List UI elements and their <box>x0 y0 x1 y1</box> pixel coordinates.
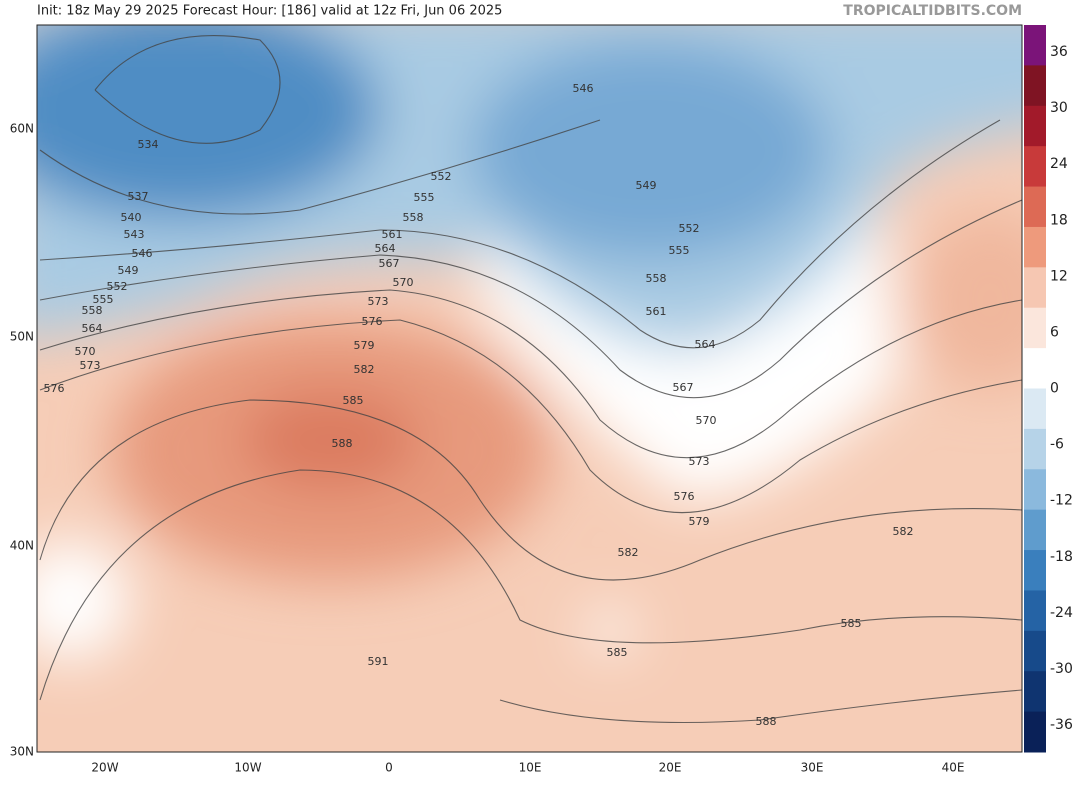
contour-label: 576 <box>674 490 695 503</box>
colorbar-segment <box>1024 630 1046 672</box>
contour-label: 588 <box>756 715 777 728</box>
contour-label: 552 <box>431 170 452 183</box>
contour-label: 585 <box>841 617 862 630</box>
contour-label: 555 <box>414 191 435 204</box>
lat-label: 30N <box>10 745 34 759</box>
contour-label: 579 <box>689 515 710 528</box>
colorbar-label: -18 <box>1050 549 1073 565</box>
contour-label: 582 <box>893 525 914 538</box>
contour-label: 564 <box>695 338 716 351</box>
contour-label: 579 <box>354 339 375 352</box>
colorbar-segment <box>1024 590 1046 632</box>
contour-label: 546 <box>573 82 594 95</box>
lat-label: 40N <box>10 539 34 553</box>
contour-label: 552 <box>107 280 128 293</box>
colorbar-segment <box>1024 348 1046 389</box>
colorbar-segment <box>1024 307 1046 349</box>
contour-label: 558 <box>403 211 424 224</box>
colorbar-label: -36 <box>1050 717 1073 733</box>
contour-label: 591 <box>368 655 389 668</box>
colorbar-segment <box>1024 186 1046 228</box>
colorbar-label: -6 <box>1050 437 1064 453</box>
colorbar-label: 18 <box>1050 212 1068 228</box>
colorbar-segment <box>1024 671 1046 713</box>
header-info: Init: 18z May 29 2025 Forecast Hour: [18… <box>37 4 502 19</box>
contour-label: 588 <box>332 437 353 450</box>
contour-label: 549 <box>118 264 139 277</box>
colorbar-segment <box>1024 65 1046 107</box>
colorbar-segment <box>1024 711 1046 753</box>
colorbar-label: -24 <box>1050 605 1073 621</box>
colorbar-segment <box>1024 550 1046 591</box>
colorbar-segment <box>1024 428 1046 470</box>
contour-label: 573 <box>689 455 710 468</box>
contour-label: 537 <box>128 190 149 203</box>
contour-label: 570 <box>393 276 414 289</box>
contour-label: 558 <box>82 304 103 317</box>
contour-label: 582 <box>618 546 639 559</box>
colorbar-label: 0 <box>1050 381 1059 397</box>
map-frame <box>36 24 1023 753</box>
colorbar-segment <box>1024 469 1046 511</box>
contour-label: 555 <box>93 293 114 306</box>
contour-label: 567 <box>673 381 694 394</box>
contour-label: 558 <box>646 272 667 285</box>
colorbar-segment <box>1024 226 1046 268</box>
lon-label: 10E <box>519 761 542 775</box>
colorbar-segment <box>1024 267 1046 309</box>
contour-label: 534 <box>138 138 159 151</box>
contour-label: 564 <box>82 322 103 335</box>
colorbar-label: 12 <box>1050 268 1068 284</box>
lat-label: 50N <box>10 330 34 344</box>
colorbar-segment <box>1024 105 1046 147</box>
contour-label: 576 <box>44 382 65 395</box>
contour-label: 576 <box>362 315 383 328</box>
lon-label: 30E <box>801 761 824 775</box>
colorbar-label: -30 <box>1050 661 1073 677</box>
contour-label: 573 <box>80 359 101 372</box>
contour-label: 549 <box>636 179 657 192</box>
contour-label: 585 <box>607 646 628 659</box>
colorbar-label: 30 <box>1050 100 1068 116</box>
colorbar-label: 24 <box>1050 156 1068 172</box>
colorbar-segment <box>1024 388 1046 430</box>
lon-label: 20W <box>91 761 118 775</box>
contour-label: 561 <box>382 228 403 241</box>
colorbar-segment <box>1024 146 1046 188</box>
contour-label: 570 <box>696 414 717 427</box>
colorbar-label: 6 <box>1050 324 1059 340</box>
lat-label: 60N <box>10 122 34 136</box>
colorbar-segment <box>1024 25 1046 66</box>
contour-label: 546 <box>132 247 153 260</box>
contour-label: 543 <box>124 228 145 241</box>
colorbar: 36 30 24 18 12 6 0 -6 -12 -18 -24 -30 -36 <box>1024 25 1073 753</box>
contour-label: 552 <box>679 222 700 235</box>
lon-label: 20E <box>659 761 682 775</box>
lon-label: 10W <box>234 761 261 775</box>
lon-label: 40E <box>942 761 965 775</box>
contour-label: 570 <box>75 345 96 358</box>
colorbar-label: 36 <box>1050 44 1068 60</box>
contour-label: 585 <box>343 394 364 407</box>
contour-label: 564 <box>375 242 396 255</box>
colorbar-label: -12 <box>1050 493 1073 509</box>
contour-label: 540 <box>121 211 142 224</box>
colorbar-segment <box>1024 509 1046 551</box>
contour-label: 555 <box>669 244 690 257</box>
contour-label: 582 <box>354 363 375 376</box>
contour-label: 573 <box>368 295 389 308</box>
watermark: TROPICALTIDBITS.COM <box>843 3 1022 19</box>
map-field <box>37 25 1022 752</box>
lon-label: 0 <box>385 761 393 775</box>
contour-label: 567 <box>379 257 400 270</box>
contour-label: 561 <box>646 305 667 318</box>
